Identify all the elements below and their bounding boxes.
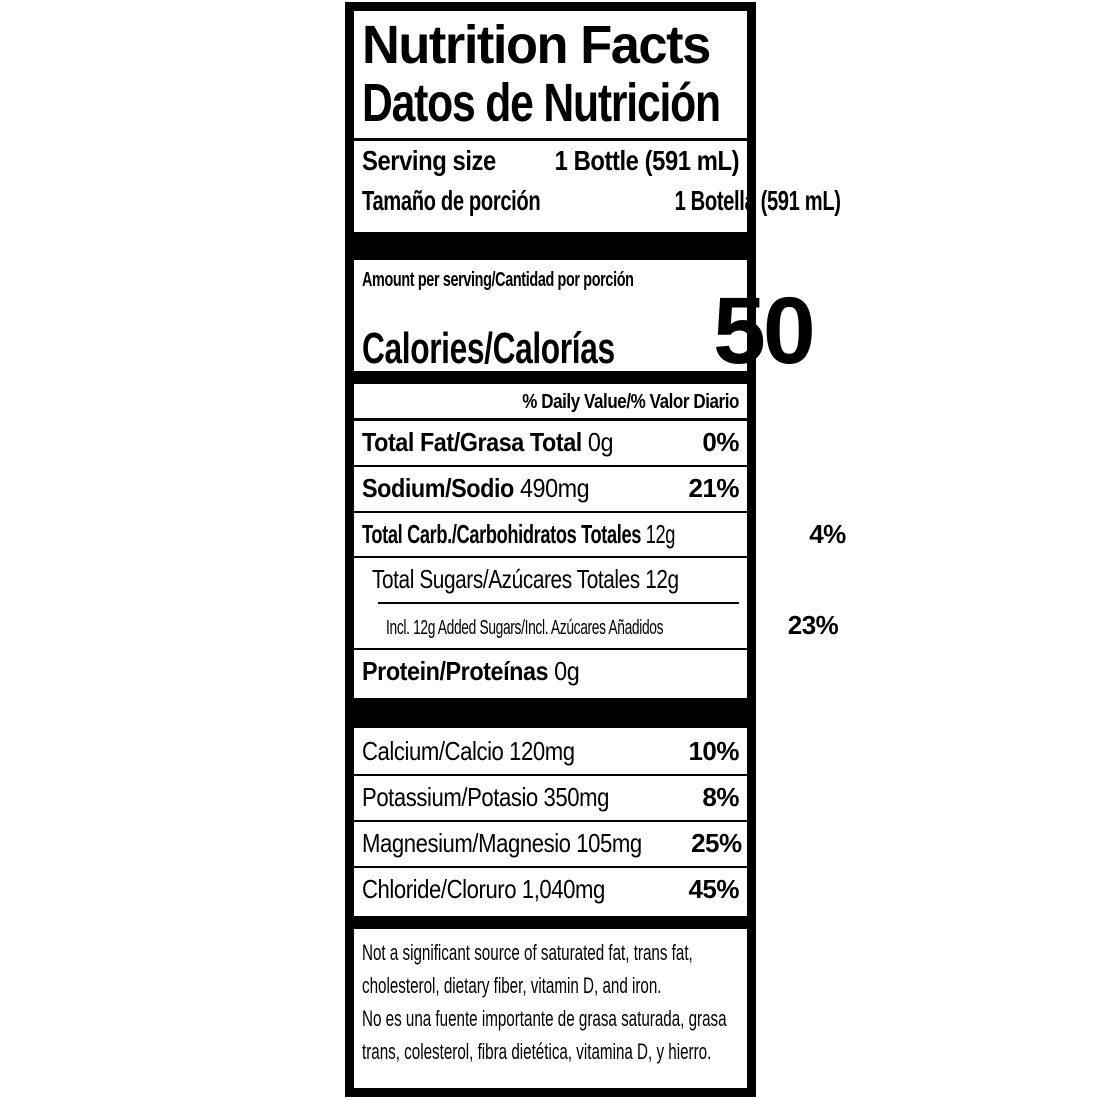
mineral-name: Calcium/Calcio (362, 736, 504, 767)
row-divider (354, 464, 747, 467)
daily-value-divider (354, 417, 747, 421)
row-divider (354, 648, 747, 651)
serving-size-value-es: 1 Botella (591 mL) (674, 185, 841, 217)
nutrient-dv: 0% (702, 426, 739, 457)
nutrient-row-total-sugars: Total Sugars/Azúcares Totales 12g (362, 558, 739, 602)
mineral-row-magnesium: Magnesium/Magnesio 105mg 25% (362, 822, 742, 866)
row-divider (354, 819, 747, 822)
mineral-dv: 8% (702, 781, 739, 812)
section-bar-top (354, 231, 747, 260)
mineral-amount: 105mg (576, 827, 642, 858)
section-bar-calories (354, 370, 747, 384)
nutrient-dv: 23% (787, 610, 839, 641)
daily-value-header-text: % Daily Value/% Valor Diario (522, 390, 739, 413)
section-bar-footnote (354, 915, 747, 929)
nutrient-name: Total Fat/Grasa Total (362, 426, 582, 457)
mineral-amount: 120mg (509, 736, 575, 767)
footnote: Not a significant source of saturated fa… (362, 936, 739, 1068)
nutrient-dv: 4% (809, 518, 846, 549)
nutrient-row-total-fat: Total Fat/Grasa Total 0g 0% (362, 421, 739, 465)
mineral-dv: 25% (691, 827, 742, 858)
serving-size-label-es: Tamaño de porción (362, 185, 541, 217)
row-divider (354, 865, 747, 868)
nutrient-row-added-sugars: Incl. 12g Added Sugars/Incl. Azúcares Añ… (362, 604, 839, 648)
mineral-row-potassium: Potassium/Potasio 350mg 8% (362, 776, 739, 820)
serving-size-label-en: Serving size (362, 144, 496, 176)
mineral-name: Magnesium/Magnesio (362, 827, 571, 858)
row-divider (354, 556, 747, 559)
nutrient-name: Sodium/Sodio (362, 472, 514, 503)
nutrient-dv: 21% (688, 472, 739, 503)
calories-value: 50 (713, 277, 816, 384)
nutrient-amount: 0g (587, 426, 614, 457)
nutrient-row-sodium: Sodium/Sodio 490mg 21% (362, 467, 739, 511)
mineral-name: Chloride/Cloruro (362, 873, 517, 904)
calories-row: Calories/Calorías 50 (362, 283, 816, 378)
nutrient-name: Incl. 12g Added Sugars/Incl. Azúcares Añ… (386, 617, 664, 640)
nutrient-amount: 0g (554, 656, 580, 687)
mineral-amount: 350mg (543, 781, 610, 812)
mineral-name: Potassium/Potasio (362, 781, 538, 812)
section-bar-minerals (354, 698, 747, 729)
row-divider (354, 773, 747, 776)
title-english-text: Nutrition Facts (362, 15, 711, 75)
title-spanish-text: Datos de Nutrición (362, 72, 721, 133)
nutrient-row-total-carb: Total Carb./Carbohidratos Totales 12g 4% (362, 513, 846, 557)
serving-size-row-es: Tamaño de porción 1 Botella (591 mL) (362, 181, 841, 222)
nutrient-name: Total Carb./Carbohidratos Totales (362, 518, 642, 549)
footnote-spanish: No es una fuente importante de grasa sat… (362, 1005, 727, 1064)
amount-per-serving-line: Amount per serving/Cantidad por porción (362, 268, 739, 292)
nutrient-name: Total Sugars/Azúcares Totales (372, 564, 640, 595)
mineral-dv: 45% (688, 873, 739, 904)
footnote-english: Not a significant source of saturated fa… (362, 939, 693, 998)
nutrition-facts-label: Nutrition Facts Datos de Nutrición Servi… (345, 2, 846, 1097)
nutrient-amount: 490mg (519, 472, 590, 503)
amount-per-serving-text: Amount per serving/Cantidad por porción (362, 268, 634, 291)
mineral-row-chloride: Chloride/Cloruro 1,040mg 45% (362, 868, 739, 912)
row-divider-indented (378, 602, 739, 605)
calories-label: Calories/Calorías (362, 323, 615, 373)
nutrient-row-protein: Protein/Proteínas 0g (362, 650, 739, 694)
mineral-row-calcium: Calcium/Calcio 120mg 10% (362, 728, 739, 774)
mineral-dv: 10% (688, 736, 739, 767)
daily-value-header: % Daily Value/% Valor Diario (362, 391, 739, 414)
serving-size-value-en: 1 Bottle (591 mL) (554, 144, 739, 176)
row-divider (354, 510, 747, 513)
mineral-amount: 1,040mg (521, 873, 605, 904)
title-english: Nutrition Facts (362, 15, 739, 75)
title-divider (354, 137, 747, 141)
nutrient-name: Protein/Proteínas (362, 656, 549, 687)
serving-size-row-en: Serving size 1 Bottle (591 mL) (362, 141, 739, 182)
title-spanish: Datos de Nutrición (362, 72, 739, 133)
nutrient-amount: 12g (645, 518, 676, 549)
nutrient-amount: 12g (645, 564, 679, 595)
